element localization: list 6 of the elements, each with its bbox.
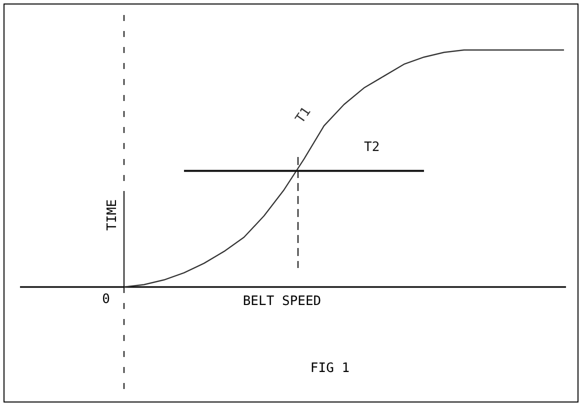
caption: FIG 1 bbox=[310, 361, 350, 376]
y-axis-title: TIME bbox=[105, 199, 120, 231]
series-label: T2 bbox=[364, 140, 380, 155]
text: T1 bbox=[292, 104, 314, 126]
x-axis-title: BELT SPEED bbox=[242, 294, 322, 309]
text: 0 bbox=[102, 292, 110, 307]
